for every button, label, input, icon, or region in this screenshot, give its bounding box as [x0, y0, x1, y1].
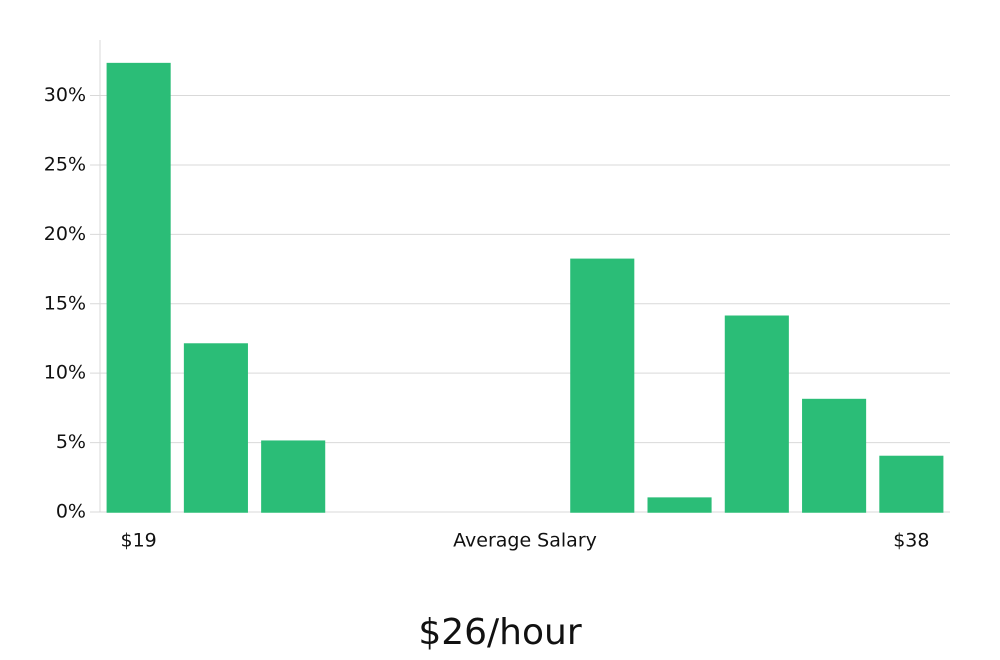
y-tick-label: 0%	[56, 501, 86, 523]
bar	[647, 497, 712, 513]
y-tick-label: 25%	[44, 153, 86, 175]
bar	[183, 343, 248, 513]
summary: $26/hour	[418, 612, 582, 653]
bar	[106, 62, 171, 513]
bar	[879, 455, 944, 513]
y-tick-label: 10%	[44, 362, 86, 384]
y-tick-label: 20%	[44, 223, 86, 245]
x-axis-label: Average Salary	[453, 530, 597, 552]
bar	[724, 315, 789, 513]
x-tick-label: $38	[893, 530, 929, 552]
bar	[802, 398, 867, 513]
y-tick-label: 15%	[44, 292, 86, 314]
y-tick-label: 30%	[44, 84, 86, 106]
bar	[570, 258, 635, 513]
bar	[261, 440, 326, 513]
y-tick-label: 5%	[56, 431, 86, 453]
x-tick-label: $19	[121, 530, 157, 552]
